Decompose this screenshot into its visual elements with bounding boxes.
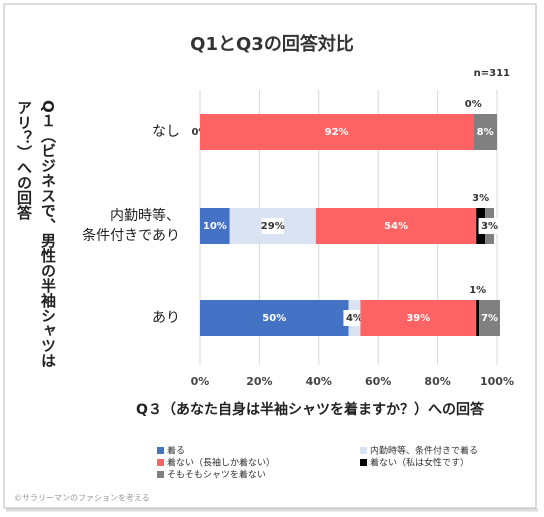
legend-label: 内勤時等、条件付きで着る [370, 445, 478, 457]
label-box [261, 218, 284, 234]
x-tick-label: 60% [365, 375, 391, 388]
value-label: 29% [261, 221, 285, 232]
bar-segment [473, 114, 497, 150]
bar-segment [315, 208, 477, 244]
legend-swatch [360, 447, 367, 454]
legend-label: 着ない（私は女性です） [370, 457, 469, 469]
chart-title: Q1とQ3の回答対比 [190, 33, 354, 55]
y-tick-label: 内勤時等、 条件付きであり [82, 208, 180, 244]
bar-segment [476, 300, 480, 336]
bar-segment [360, 300, 477, 336]
value-label: 1% [469, 285, 486, 296]
value-label: 4% [346, 313, 363, 324]
bar-segment [479, 300, 500, 336]
x-tick-label: 40% [306, 375, 332, 388]
value-label: 10% [203, 221, 227, 232]
x-tick-label: 20% [246, 375, 272, 388]
frame-border [3, 3, 537, 509]
y-tick-label: あり [152, 310, 180, 326]
legend-swatch [157, 447, 164, 454]
value-label: 54% [384, 221, 408, 232]
bar-segment [200, 114, 474, 150]
value-label: 3% [472, 193, 489, 204]
value-label: 8% [477, 127, 494, 138]
bar-segment [200, 300, 349, 336]
y-axis-label: Q１（ビジネスで、男性の半袖シャツはアリ？）への回答 [15, 100, 57, 368]
value-label: 3% [481, 221, 498, 232]
y-tick-label: なし [152, 124, 180, 140]
value-label: 92% [325, 127, 349, 138]
legend-swatch [157, 459, 164, 466]
legend-label: 着る [167, 445, 185, 457]
value-label: 7% [481, 313, 498, 324]
x-tick-label: 100% [480, 375, 514, 388]
x-tick-label: 80% [424, 375, 450, 388]
sample-size: n=311 [474, 68, 510, 79]
x-tick-label: 0% [191, 375, 210, 388]
x-axis-label: Q３（あなた自身は半袖シャツを着ますか？）への回答 [136, 401, 485, 418]
value-label: 0% [465, 99, 482, 110]
label-box [343, 310, 366, 326]
bar-segment [200, 208, 230, 244]
legend-label: そもそもシャツを着ない [167, 469, 266, 481]
value-label: 50% [262, 313, 286, 324]
label-box [478, 218, 501, 234]
value-label: 39% [406, 313, 430, 324]
legend-label: 着ない（長袖しか着ない） [167, 457, 275, 469]
legend-swatch [157, 471, 164, 478]
legend-swatch [360, 459, 367, 466]
copyright: ©サラリーマンのファションを考える [14, 494, 150, 503]
